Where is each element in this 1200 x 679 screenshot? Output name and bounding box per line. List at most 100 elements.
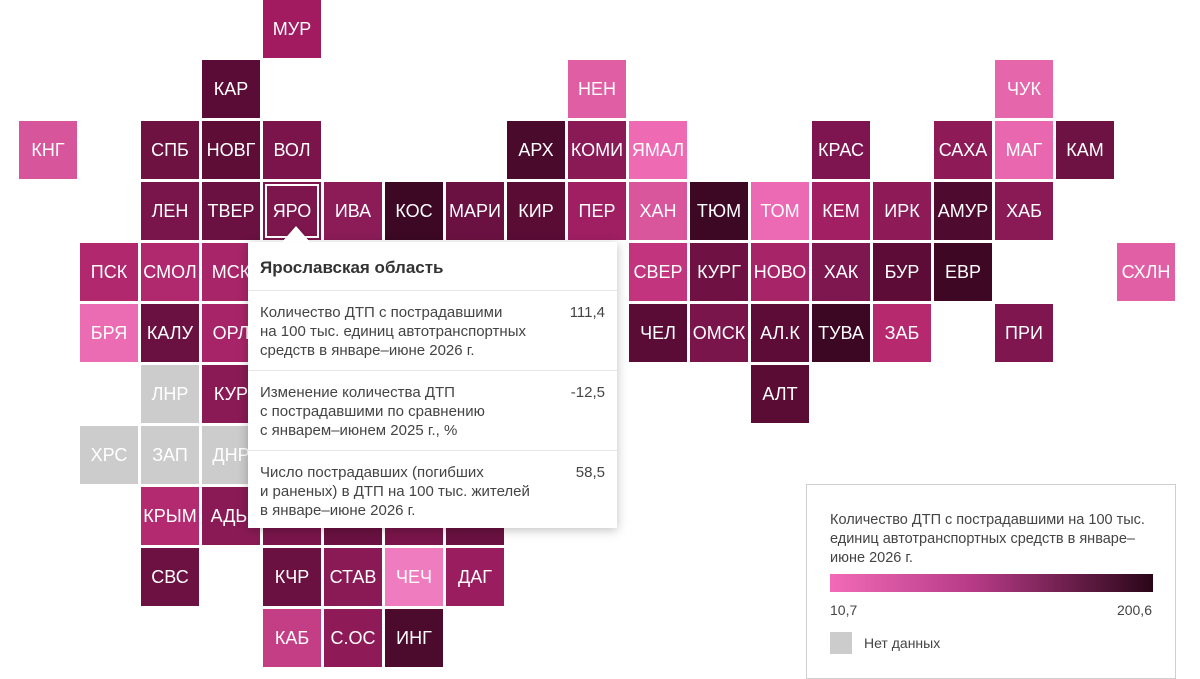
region-tile-КЧР[interactable]: КЧР [263,548,321,606]
region-tile-КУРГ[interactable]: КУРГ [690,243,748,301]
region-code-label: ЯРО [272,200,312,221]
tooltip-value: 58,5 [575,464,605,481]
region-tile-ТВЕР[interactable]: ТВЕР [202,182,260,240]
region-tile-ЕВР[interactable]: ЕВР [934,243,992,301]
region-tile-ТЮМ[interactable]: ТЮМ [690,182,748,240]
region-tile-ОМСК[interactable]: ОМСК [690,304,748,362]
region-tile-КНГ[interactable]: КНГ [19,121,77,179]
region-code-label: КУРГ [697,261,741,282]
region-tile-КРАС[interactable]: КРАС [812,121,870,179]
region-tile-ЛНР[interactable]: ЛНР [141,365,199,423]
region-code-label: МУР [272,18,312,39]
region-code-label: ЗАП [152,444,188,465]
region-tile-ХАБ[interactable]: ХАБ [995,182,1053,240]
region-tile-ХАН[interactable]: ХАН [629,182,687,240]
tooltip-row-accidents-rate: Количество ДТП с пострадавшими на 100 ты… [248,291,617,371]
region-tile-ЗАП[interactable]: ЗАП [141,426,199,484]
region-code-label: КАБ [274,627,310,648]
region-code-label: МАРИ [449,200,501,221]
map-legend: Количество ДТП с пострадавшими на 100 ты… [806,484,1176,679]
region-tile-КОМИ[interactable]: КОМИ [568,121,626,179]
region-tile-МУР[interactable]: МУР [263,0,321,58]
region-tile-ЗАБ[interactable]: ЗАБ [873,304,931,362]
region-tile-КОС[interactable]: КОС [385,182,443,240]
region-tile-КАБ[interactable]: КАБ [263,609,321,667]
region-tile-АМУР[interactable]: АМУР [934,182,992,240]
region-tile-ЧУК[interactable]: ЧУК [995,60,1053,118]
region-code-label: МАГ [1005,139,1043,160]
region-tile-ПСК[interactable]: ПСК [80,243,138,301]
region-code-label: ЕВР [944,261,982,282]
region-tile-НОВГ[interactable]: НОВГ [202,121,260,179]
tooltip-value: -12,5 [570,384,605,401]
region-tile-КЕМ[interactable]: КЕМ [812,182,870,240]
region-tile-НЕН[interactable]: НЕН [568,60,626,118]
region-tile-ЧЕЧ[interactable]: ЧЕЧ [385,548,443,606]
region-tile-АЛТ[interactable]: АЛТ [751,365,809,423]
region-tile-САХА[interactable]: САХА [934,121,992,179]
region-tile-СТАВ[interactable]: СТАВ [324,548,382,606]
region-tile-ПРИ[interactable]: ПРИ [995,304,1053,362]
region-tile-ЛЕН[interactable]: ЛЕН [141,182,199,240]
region-code-label: КАЛУ [146,322,194,343]
region-code-label: ТЮМ [696,200,742,221]
region-code-label: ЛЕН [151,200,189,221]
region-code-label: ЯМАЛ [631,139,685,160]
region-code-label: ОМСК [692,322,746,343]
region-code-label: КАМ [1066,139,1104,160]
region-code-label: СПБ [151,139,189,160]
region-tile-СМОЛ[interactable]: СМОЛ [141,243,199,301]
region-code-label: СВС [151,566,189,587]
region-code-label: СМОЛ [143,261,197,282]
region-tile-АРХ[interactable]: АРХ [507,121,565,179]
region-code-label: ДАГ [458,566,492,587]
region-tile-КРЫМ[interactable]: КРЫМ [141,487,199,545]
region-tile-БРЯ[interactable]: БРЯ [80,304,138,362]
region-tile-ИВА[interactable]: ИВА [324,182,382,240]
region-code-label: ЧЕЧ [396,566,432,587]
region-tile-СВЕР[interactable]: СВЕР [629,243,687,301]
region-code-label: ПРИ [1005,322,1043,343]
region-tile-ЧЕЛ[interactable]: ЧЕЛ [629,304,687,362]
region-tile-БУР[interactable]: БУР [873,243,931,301]
region-tile-ИРК[interactable]: ИРК [873,182,931,240]
region-code-label: КЕМ [822,200,860,221]
region-code-label: НЕН [577,78,616,99]
region-tile-КИР[interactable]: КИР [507,182,565,240]
region-code-label: ХАН [639,200,677,221]
region-tile-ХАК[interactable]: ХАК [812,243,870,301]
region-tile-КАР[interactable]: КАР [202,60,260,118]
region-tile-ТОМ[interactable]: ТОМ [751,182,809,240]
region-tile-МАРИ[interactable]: МАРИ [446,182,504,240]
tooltip-label: Число пострадавших (погибших и раненых) … [260,464,530,519]
region-code-label: ИНГ [396,627,432,648]
region-code-label: ЧЕЛ [640,322,676,343]
region-tile-СПБ[interactable]: СПБ [141,121,199,179]
region-code-label: ТВЕР [207,200,255,221]
region-tile-НОВО[interactable]: НОВО [751,243,809,301]
region-code-label: ХРС [90,444,128,465]
region-code-label: С.ОС [330,627,376,648]
region-tile-ЯМАЛ[interactable]: ЯМАЛ [629,121,687,179]
region-tile-ДАГ[interactable]: ДАГ [446,548,504,606]
region-code-label: САХА [938,139,988,160]
region-tooltip: Ярославская область Количество ДТП с пос… [248,242,617,528]
region-tile-ПЕР[interactable]: ПЕР [568,182,626,240]
region-tile-С.ОС[interactable]: С.ОС [324,609,382,667]
region-code-label: КРАС [818,139,864,160]
region-code-label: МСК [211,261,251,282]
region-tile-МАГ[interactable]: МАГ [995,121,1053,179]
region-tile-АЛ.К[interactable]: АЛ.К [751,304,809,362]
region-code-label: КАР [213,78,249,99]
region-tile-ВОЛ[interactable]: ВОЛ [263,121,321,179]
region-code-label: ПСК [90,261,128,282]
region-tile-КАМ[interactable]: КАМ [1056,121,1114,179]
region-tile-СХЛН[interactable]: СХЛН [1117,243,1175,301]
region-code-label: ЧУК [1007,78,1041,99]
region-tile-ХРС[interactable]: ХРС [80,426,138,484]
region-tile-КАЛУ[interactable]: КАЛУ [141,304,199,362]
region-tile-СВС[interactable]: СВС [141,548,199,606]
legend-max-value: 200,6 [1116,602,1152,618]
region-tile-ИНГ[interactable]: ИНГ [385,609,443,667]
region-tile-ТУВА[interactable]: ТУВА [812,304,870,362]
